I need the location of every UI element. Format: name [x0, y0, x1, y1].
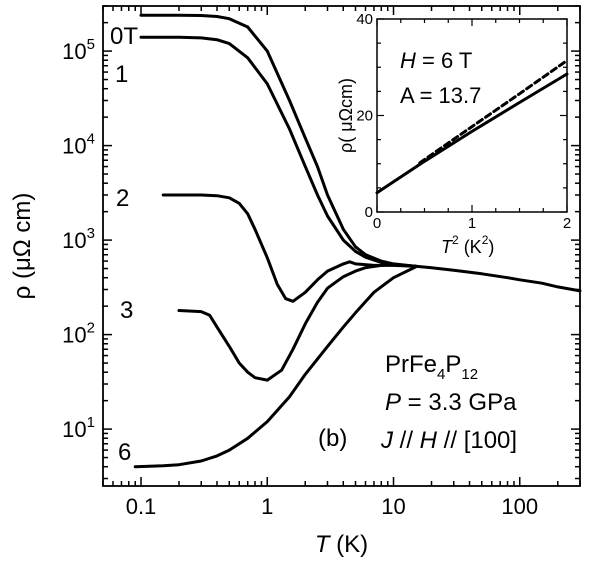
- curve-label: 0T: [110, 23, 138, 50]
- curve-3: [177, 263, 418, 382]
- y-tick-exponent: 3: [87, 225, 95, 242]
- y-tick-exponent: 5: [87, 36, 95, 53]
- inset-x-tick-label: 0: [373, 215, 381, 232]
- inset-y-tick-label: 40: [356, 11, 373, 28]
- inset-data-curve: [375, 72, 569, 195]
- x-axis-variable: T: [315, 531, 332, 558]
- curve-label: 3: [120, 297, 133, 324]
- y-tick-label: 105: [62, 36, 95, 64]
- formula-subscript: 4: [437, 366, 445, 383]
- geometry-direction: // [100]: [437, 427, 517, 454]
- geometry-separator: //: [393, 427, 420, 454]
- inset-x-variable: T: [441, 237, 454, 257]
- y-tick-base: 10: [62, 134, 86, 159]
- curve-label: 2: [116, 185, 129, 212]
- pressure-variable: P: [385, 389, 401, 416]
- inset-y-tick-label: 20: [356, 108, 373, 125]
- y-tick-label: 103: [62, 225, 95, 253]
- x-tick-label: 0.1: [126, 494, 157, 519]
- y-tick-label: 102: [62, 320, 95, 348]
- x-tick-label: 10: [381, 494, 405, 519]
- sample-formula: PrFe4P12: [385, 351, 478, 383]
- x-tick-label: 100: [501, 494, 538, 519]
- y-tick-base: 10: [62, 228, 86, 253]
- inset-x-axis-title: T2 (K2): [441, 233, 494, 257]
- inset-frame: [376, 18, 568, 213]
- inset-fit-line: [418, 59, 569, 165]
- inset-x-unit-close: ): [488, 237, 494, 257]
- plot-frame: [102, 5, 581, 487]
- y-tick-base: 10: [62, 39, 86, 64]
- formula-part: PrFe: [385, 351, 437, 378]
- curve-label: 1: [115, 61, 128, 88]
- inset-field-label: H = 6 T: [400, 48, 472, 73]
- y-tick-base: 10: [62, 417, 86, 442]
- y-tick-exponent: 1: [87, 414, 95, 431]
- formula-part: P: [445, 351, 461, 378]
- x-axis-title: T (K): [315, 531, 368, 558]
- x-axis-unit: (K): [330, 531, 369, 558]
- formula-subscript: 12: [461, 366, 478, 383]
- y-tick-label: 101: [62, 414, 95, 442]
- y-tick-exponent: 4: [87, 131, 95, 148]
- inset-y-tick-label: 0: [365, 204, 373, 221]
- y-axis-title: ρ (μΩ cm): [9, 193, 36, 300]
- curve-label: 6: [118, 439, 131, 466]
- geometry-label: J // H // [100]: [380, 427, 517, 454]
- y-tick-base: 10: [62, 323, 86, 348]
- curve-high-temperature: [414, 264, 582, 293]
- x-tick-label: 1: [261, 494, 273, 519]
- inset-coefficient-label: A = 13.7: [400, 83, 481, 108]
- panel-label: (b): [318, 425, 347, 452]
- y-tick-label: 104: [62, 131, 95, 159]
- inset-x-tick-label: 1: [468, 215, 476, 232]
- curve-6: [133, 265, 418, 469]
- pressure-label: P = 3.3 GPa: [385, 389, 517, 416]
- geometry-field: H: [420, 427, 438, 454]
- inset-y-axis-title: ρ( μΩcm): [336, 78, 356, 153]
- inset-x-exponent: 2: [452, 233, 459, 247]
- geometry-current: J: [380, 427, 394, 454]
- y-tick-exponent: 2: [87, 320, 95, 337]
- curve-2: [161, 193, 418, 303]
- curve-0t: [139, 13, 418, 268]
- inset-x-unit-exponent: 2: [482, 233, 489, 247]
- curve-1: [139, 35, 418, 268]
- inset-x-tick-label: 2: [563, 215, 571, 232]
- pressure-value: = 3.3 GPa: [401, 389, 517, 416]
- inset-field-variable: H: [400, 48, 416, 73]
- inset-field-value: = 6 T: [416, 48, 472, 73]
- inset-x-unit: (K: [459, 237, 482, 257]
